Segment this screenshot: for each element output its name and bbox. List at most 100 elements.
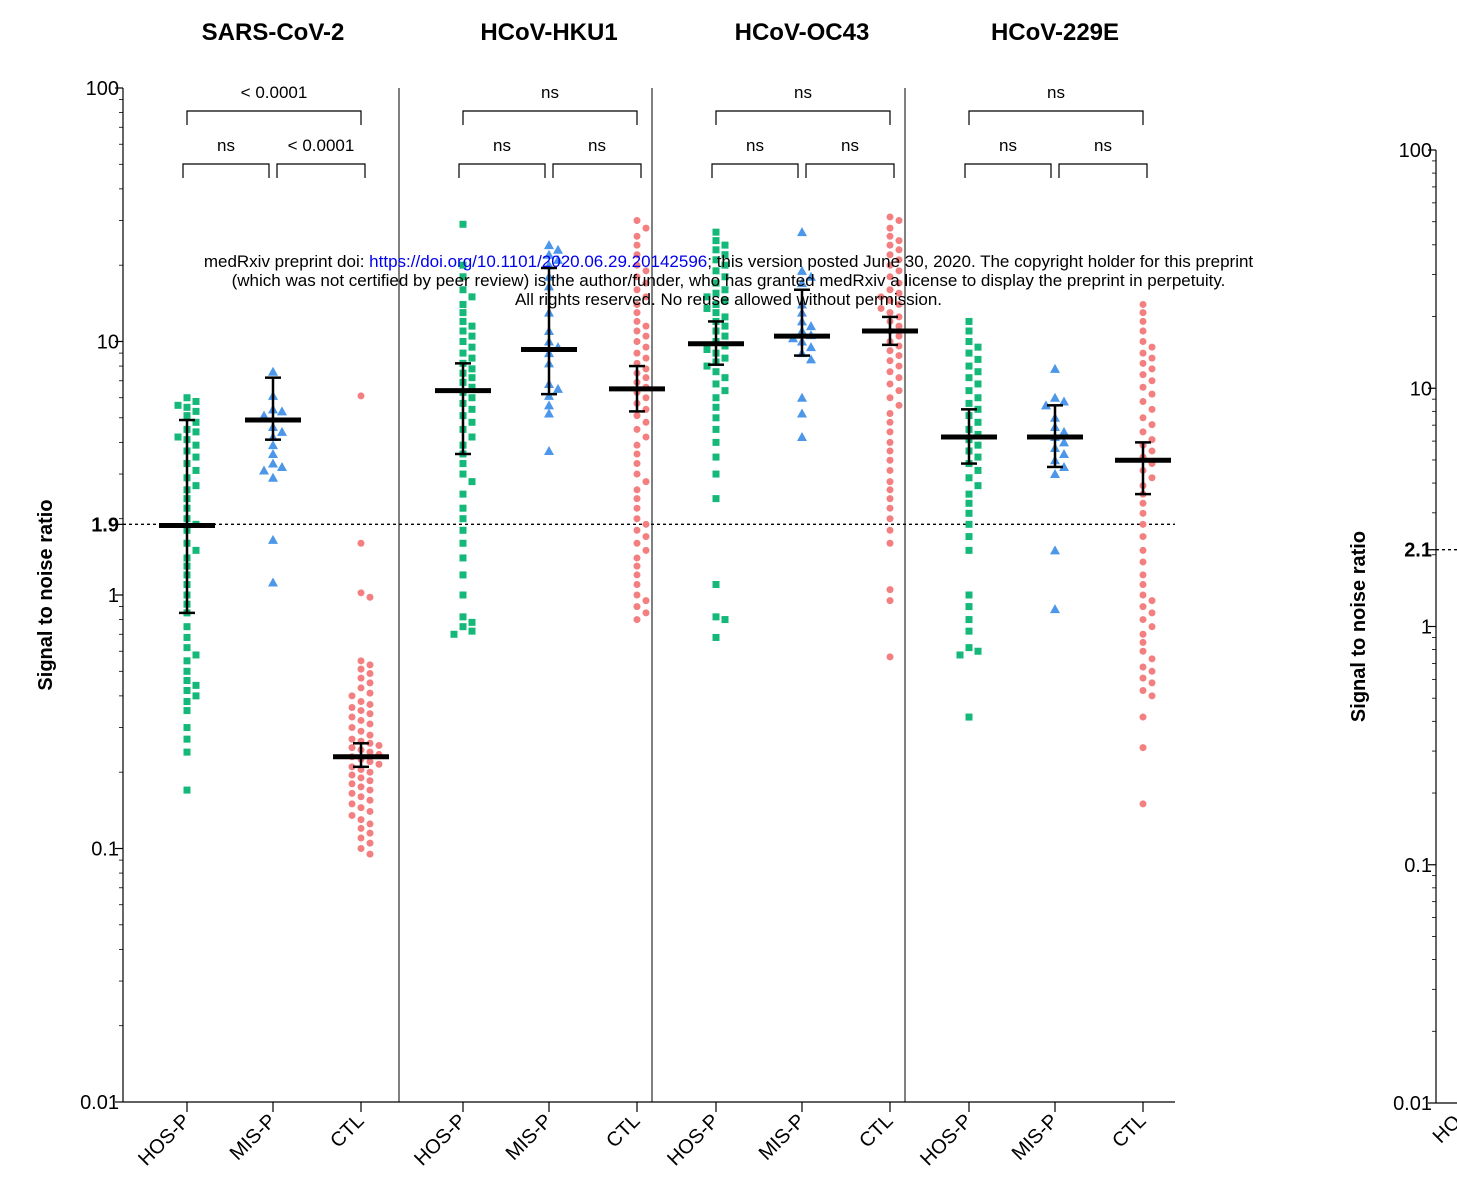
data-point-ctl xyxy=(886,368,894,376)
data-point-ctl xyxy=(886,309,894,317)
data-point-mis-p xyxy=(1059,448,1069,458)
data-point-hos-p xyxy=(721,354,729,362)
data-point-ctl xyxy=(1139,581,1147,589)
data-point-ctl xyxy=(886,224,894,232)
significance-label: ns xyxy=(1094,136,1112,155)
data-point-ctl xyxy=(357,674,365,682)
data-point-ctl xyxy=(1139,558,1147,566)
data-point-ctl xyxy=(366,820,374,828)
data-point-hos-p xyxy=(965,713,973,721)
data-point-mis-p xyxy=(1059,426,1069,436)
data-point-ctl xyxy=(633,591,641,599)
threshold-label: 1.9 xyxy=(91,514,119,536)
x-tick-label: MIS-P xyxy=(502,1110,557,1165)
data-point-mis-p xyxy=(1050,545,1060,555)
data-point-hos-p xyxy=(183,623,191,631)
data-point-ctl xyxy=(1139,317,1147,325)
data-point-hos-p xyxy=(965,533,973,541)
data-point-ctl xyxy=(895,352,903,360)
data-point-ctl xyxy=(633,251,641,259)
data-point-ctl xyxy=(886,597,894,605)
data-point-ctl xyxy=(642,394,650,402)
data-point-ctl xyxy=(633,217,641,225)
data-point-ctl xyxy=(1139,359,1147,367)
data-point-ctl xyxy=(1139,349,1147,357)
x-tick-label: CTL xyxy=(855,1110,897,1152)
data-point-hos-p xyxy=(468,293,476,301)
data-point-ctl xyxy=(1148,421,1156,429)
data-point-ctl xyxy=(895,256,903,264)
data-point-ctl xyxy=(633,526,641,534)
data-point-ctl xyxy=(375,741,383,749)
data-point-hos-p xyxy=(974,343,982,351)
data-point-mis-p xyxy=(268,472,278,482)
data-point-ctl xyxy=(633,554,641,562)
data-point-ctl xyxy=(1139,546,1147,554)
data-point-hos-p xyxy=(468,343,476,351)
data-point-ctl xyxy=(886,515,894,523)
data-point-ctl xyxy=(886,586,894,594)
data-point-hos-p xyxy=(192,482,200,490)
significance-bracket xyxy=(964,163,1052,178)
data-point-hos-p xyxy=(965,387,973,395)
data-point-ctl xyxy=(895,289,903,297)
data-point-hos-p xyxy=(459,591,467,599)
data-point-hos-p xyxy=(965,603,973,611)
data-point-hos-p xyxy=(974,466,982,474)
data-point-mis-p xyxy=(544,390,554,400)
y-tick-label: 0.1 xyxy=(91,839,119,861)
y-tick-label: 1 xyxy=(1421,617,1432,639)
data-point-hos-p xyxy=(965,499,973,507)
data-point-hos-p xyxy=(965,474,973,482)
data-point-ctl xyxy=(1139,520,1147,528)
data-point-ctl xyxy=(348,763,356,771)
data-point-hos-p xyxy=(183,412,191,420)
data-point-hos-p xyxy=(459,504,467,512)
preprint-notice: medRxiv preprint doi: https://doi.org/10… xyxy=(0,252,1457,309)
data-point-ctl xyxy=(366,796,374,804)
data-point-hos-p xyxy=(712,309,720,317)
panel-title: SARS-CoV-2 xyxy=(202,19,345,46)
data-point-ctl xyxy=(886,273,894,281)
data-point-ctl xyxy=(1139,800,1147,808)
data-point-hos-p xyxy=(712,289,720,297)
data-point-ctl xyxy=(366,786,374,794)
data-point-hos-p xyxy=(459,526,467,534)
data-point-hos-p xyxy=(174,433,182,441)
data-point-hos-p xyxy=(712,425,720,433)
data-point-mis-p xyxy=(1059,396,1069,406)
data-point-mis-p xyxy=(259,410,269,420)
data-point-ctl xyxy=(1139,674,1147,682)
data-point-hos-p xyxy=(468,332,476,340)
data-point-mis-p xyxy=(806,321,816,331)
data-point-ctl xyxy=(642,418,650,426)
data-point-ctl xyxy=(633,539,641,547)
data-point-hos-p xyxy=(192,546,200,554)
data-point-mis-p xyxy=(268,366,278,376)
data-point-ctl xyxy=(348,789,356,797)
data-point-ctl xyxy=(642,332,650,340)
data-point-hos-p xyxy=(174,401,182,409)
data-point-mis-p xyxy=(277,406,287,416)
data-point-mis-p xyxy=(797,432,807,442)
data-point-hos-p xyxy=(721,313,729,321)
data-point-hos-p xyxy=(721,332,729,340)
data-point-hos-p xyxy=(468,374,476,382)
x-tick-label: CTL xyxy=(1108,1110,1150,1152)
data-point-ctl xyxy=(642,533,650,541)
data-point-hos-p xyxy=(468,405,476,413)
panel-hcov-hku1: HCoV-HKU1 HOS-P MIS-P CTL ns ns ns xyxy=(410,19,665,1170)
data-point-hos-p xyxy=(712,453,720,461)
data-point-hos-p xyxy=(965,362,973,370)
data-point-ctl xyxy=(348,692,356,700)
data-point-hos-p xyxy=(183,735,191,743)
x-tick-label: HOS-P xyxy=(663,1110,723,1170)
significance-label: ns xyxy=(999,136,1017,155)
data-point-hos-p xyxy=(459,515,467,523)
data-point-ctl xyxy=(366,768,374,776)
data-point-hos-p xyxy=(459,470,467,478)
doi-link[interactable]: https://doi.org/10.1101/2020.06.29.20142… xyxy=(369,252,708,271)
data-point-hos-p xyxy=(956,651,964,659)
data-point-ctl xyxy=(877,293,885,301)
